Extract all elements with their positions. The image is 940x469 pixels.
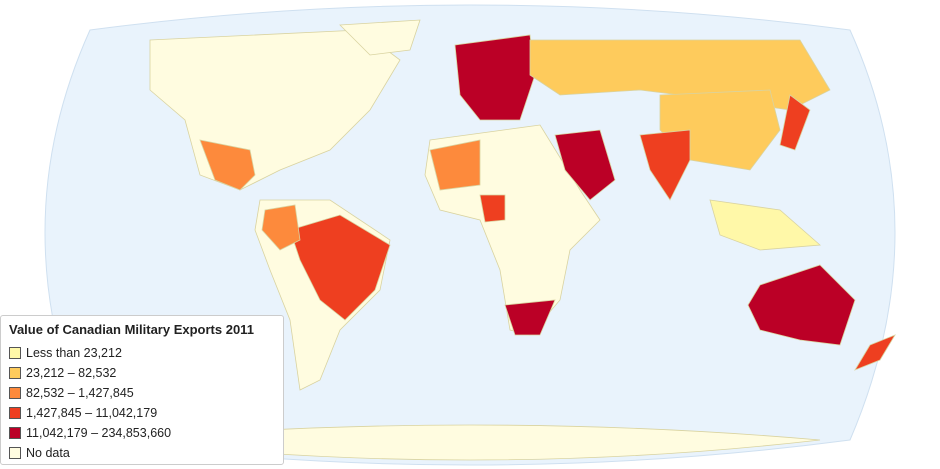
southeast-asia [709,199,821,251]
legend-label: Less than 23,212 [26,346,122,360]
australia [747,264,856,346]
south-africa [504,299,556,336]
legend-swatch [9,367,21,379]
legend-title: Value of Canadian Military Exports 2011 [9,322,254,337]
new-zealand [854,334,896,371]
legend: Value of Canadian Military Exports 2011 … [0,315,284,465]
legend-item: Less than 23,212 [9,343,275,363]
legend-item: 1,427,845 – 11,042,179 [9,403,275,423]
legend-swatch [9,427,21,439]
legend-item: 11,042,179 – 234,853,660 [9,423,275,443]
legend-swatch [9,407,21,419]
legend-label: 1,427,845 – 11,042,179 [26,406,158,420]
saudi-arabia [554,129,616,201]
mexico [199,139,256,191]
japan [779,94,811,151]
north-africa [429,139,481,191]
legend-swatch [9,347,21,359]
greenland [339,19,421,56]
antarctica [119,424,821,461]
nigeria [479,194,506,223]
india [639,129,691,201]
legend-label: 82,532 – 1,427,845 [26,386,134,400]
brazil [289,214,391,321]
legend-label: 23,212 – 82,532 [26,366,117,380]
legend-label: 11,042,179 – 234,853,660 [26,426,172,440]
legend-swatch [9,447,21,459]
legend-item: 23,212 – 82,532 [9,363,275,383]
legend-items: Less than 23,212 23,212 – 82,532 82,532 – … [9,343,275,463]
europe [454,34,536,121]
legend-label: No data [26,446,70,460]
colombia-peru [261,204,301,251]
legend-swatch [9,387,21,399]
legend-item: No data [9,443,275,463]
legend-item: 82,532 – 1,427,845 [9,383,275,403]
